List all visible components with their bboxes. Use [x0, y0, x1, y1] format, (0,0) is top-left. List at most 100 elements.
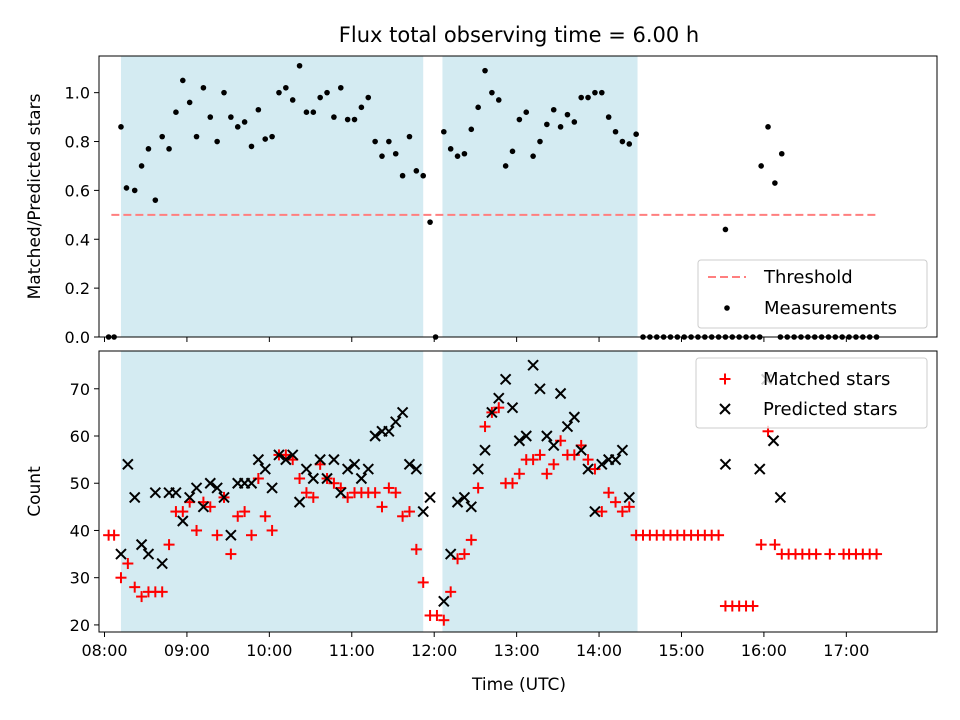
- predicted-star-marker: [548, 439, 560, 452]
- marker-stroke: [307, 472, 320, 485]
- y-tick-label: 0.0: [65, 328, 90, 347]
- matched-star-marker: [616, 506, 628, 518]
- x-tick-label: 15:00: [658, 641, 704, 660]
- measurement-point: [138, 163, 145, 169]
- top-panel: 0.0 0.2 0.4 0.6 0.8 1.0 Threshold Measurements: [65, 55, 938, 347]
- measurement-point: [276, 89, 282, 96]
- matched-star-marker: [747, 600, 759, 612]
- predicted-star-marker: [561, 420, 574, 433]
- matched-star-marker: [410, 543, 422, 555]
- measurement-point: [502, 163, 509, 169]
- measurement-point: [152, 197, 159, 203]
- predicted-star-marker: [314, 453, 326, 466]
- matched-star-marker: [431, 609, 443, 621]
- chart-title: Flux total observing time = 6.00 h: [339, 23, 699, 47]
- marker-stroke: [451, 496, 464, 508]
- predicted-star-marker: [479, 444, 491, 456]
- predicted-star-marker: [115, 548, 127, 560]
- marker-stroke: [321, 472, 333, 485]
- axes-frame: [98, 350, 938, 633]
- measurement-point: [303, 109, 310, 115]
- y-tick-label: 0.2: [65, 279, 90, 298]
- predicted-star-marker: [177, 515, 189, 527]
- marker-stroke: [218, 491, 230, 504]
- matched-star-marker: [458, 548, 470, 560]
- matched-star-marker: [589, 463, 601, 475]
- y-tick-label: 40: [70, 521, 90, 540]
- measurement-point: [145, 146, 152, 152]
- marker-stroke: [493, 392, 505, 404]
- predicted-star-marker: [335, 486, 347, 499]
- matched-star-marker: [204, 501, 216, 513]
- marker-stroke: [122, 458, 134, 471]
- measurement-point: [605, 114, 612, 120]
- bottom-y-axis-label: Count: [25, 466, 45, 517]
- predicted-star-marker: [252, 453, 265, 466]
- matched-star-marker: [507, 477, 519, 489]
- matched-star-marker: [610, 496, 622, 508]
- matched-star-marker: [294, 473, 306, 485]
- matched-star-marker: [300, 487, 312, 499]
- measurement-point: [269, 133, 275, 140]
- matched-star-marker: [555, 435, 567, 447]
- measurement-point: [221, 89, 227, 96]
- measurement-point: [571, 119, 578, 125]
- measurement-point: [509, 148, 516, 155]
- measurement-point: [228, 114, 234, 120]
- x-tick-label: 11:00: [329, 641, 375, 660]
- predicted-star-marker: [328, 453, 340, 466]
- legend-threshold-label: Threshold: [763, 267, 853, 288]
- marker-stroke: [596, 458, 608, 471]
- matched-star-marker: [163, 539, 175, 551]
- marker-stroke: [589, 505, 601, 518]
- predicted-star-marker: [362, 463, 374, 475]
- predicted-star-marker: [355, 472, 368, 485]
- measurement-point: [523, 109, 530, 115]
- predicted-star-marker: [245, 477, 258, 489]
- predicted-star-marker: [383, 425, 395, 437]
- predicted-star-marker: [582, 463, 594, 475]
- predicted-star-marker: [129, 491, 141, 504]
- marker-stroke: [328, 453, 340, 466]
- predicted-star-marker: [369, 430, 381, 442]
- marker-stroke: [259, 463, 271, 475]
- predicted-star-marker: [774, 491, 787, 504]
- measurement-point: [447, 146, 454, 152]
- measurement-point: [358, 104, 365, 111]
- measurement-point: [392, 150, 399, 157]
- predicted-star-marker: [259, 463, 271, 475]
- measurement-point: [193, 133, 200, 140]
- predicted-star-marker: [190, 482, 203, 494]
- predicted-star-marker: [286, 449, 299, 461]
- measurement-point: [317, 94, 323, 101]
- marker-stroke: [170, 486, 182, 499]
- matched-star-marker: [403, 506, 415, 518]
- matched-star-marker: [115, 572, 127, 584]
- marker-stroke: [541, 430, 553, 442]
- marker-stroke: [506, 401, 519, 414]
- marker-stroke: [623, 491, 635, 504]
- measurement-point: [475, 104, 481, 111]
- matched-star-marker: [582, 454, 594, 466]
- predicted-star-marker: [341, 463, 354, 475]
- measurement-point: [324, 89, 330, 96]
- matched-star-marker: [252, 473, 264, 485]
- predicted-star-marker: [396, 406, 409, 419]
- marker-stroke: [616, 444, 629, 456]
- matched-star-marker: [390, 487, 402, 499]
- marker-stroke: [424, 491, 436, 504]
- measurement-point: [516, 116, 523, 123]
- matched-star-marker: [527, 454, 539, 466]
- predicted-star-marker: [534, 383, 546, 395]
- legend-box: [697, 259, 928, 329]
- matched-star-marker: [383, 482, 395, 494]
- predicted-star-marker: [307, 472, 320, 485]
- predicted-star-marker: [156, 557, 168, 570]
- predicted-star-marker: [438, 595, 450, 608]
- predicted-star-marker: [527, 359, 539, 371]
- matched-star-marker: [225, 548, 237, 560]
- matched-star-marker: [376, 501, 388, 513]
- measurement-point: [123, 185, 130, 191]
- shaded-interval: [442, 351, 638, 632]
- marker-stroke: [142, 548, 155, 560]
